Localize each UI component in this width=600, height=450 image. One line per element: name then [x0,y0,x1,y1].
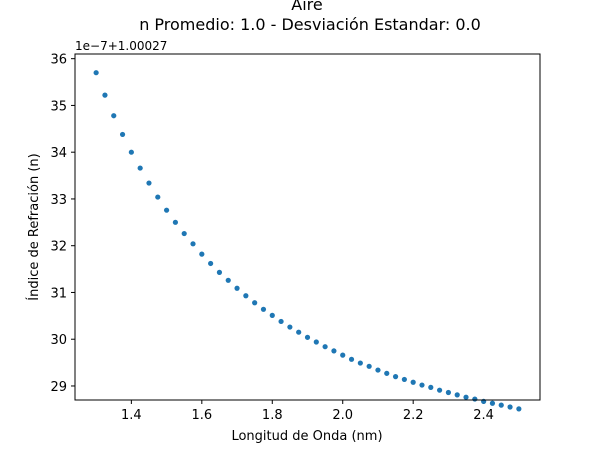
data-point [419,382,425,388]
y-tick-label: 36 [50,53,67,68]
x-axis-ticks: 1.4 1.6 1.8 2.0 2.2 2.4 [121,400,494,423]
data-point [366,363,372,369]
data-point [507,404,513,410]
data-point [340,352,346,358]
data-point [410,379,416,385]
data-point [437,387,443,393]
chart-title: Aire [291,0,322,14]
data-point [119,131,126,138]
data-point [181,230,187,237]
y-tick-label: 34 [50,146,67,161]
data-point [111,113,117,119]
y-tick-label: 33 [50,193,67,208]
data-point [287,324,293,330]
data-point [304,334,311,340]
data-point [128,149,134,155]
data-point [384,370,390,376]
data-point [146,180,152,186]
x-axis-label: Longitud de Onda (nm) [231,429,382,444]
data-point [445,389,452,396]
data-point [489,400,496,406]
data-point [260,306,267,312]
y-offset-label: 1e−7+1.00027 [75,39,167,53]
y-tick-label: 35 [50,99,67,114]
data-point [348,356,355,362]
chart-subtitle: n Promedio: 1.0 - Desviación Estandar: 0… [139,15,481,34]
data-point [428,384,434,390]
data-point [163,207,170,213]
x-tick-label: 1.8 [262,408,283,423]
data-point [199,251,205,257]
plot-frame [74,53,541,401]
data-point [208,260,214,267]
x-tick-label: 2.2 [403,408,424,423]
x-tick-label: 1.4 [121,408,142,423]
y-tick-label: 30 [50,333,67,348]
data-point [331,348,337,354]
data-point [225,277,231,283]
data-point [375,367,381,373]
data-points [93,70,522,412]
data-point [269,312,275,318]
data-point [234,285,240,291]
data-point [190,241,196,247]
y-axis-ticks: 29 30 31 32 33 34 35 36 [50,53,75,395]
y-tick-label: 31 [50,286,67,301]
x-tick-label: 2.4 [473,408,494,423]
y-tick-label: 29 [50,380,67,395]
data-point [392,374,399,380]
data-point [296,329,302,335]
data-point [516,406,522,412]
x-tick-label: 1.6 [191,408,212,423]
data-point [252,300,258,306]
x-tick-label: 2.0 [332,408,353,423]
data-point [243,293,249,299]
data-point [93,70,99,76]
y-axis-label: Índice de Refración (n) [26,153,42,300]
data-point [401,376,407,383]
data-point [463,394,469,400]
data-point [313,339,319,345]
data-point [454,392,460,398]
data-point [102,92,108,98]
data-point [216,269,223,275]
data-point [155,194,161,200]
data-point [357,360,363,366]
y-tick-label: 32 [50,240,67,255]
data-point [278,318,284,325]
data-point [137,165,143,171]
data-point [498,402,504,408]
data-point [472,396,478,402]
data-point [172,219,178,225]
data-point [322,344,328,350]
